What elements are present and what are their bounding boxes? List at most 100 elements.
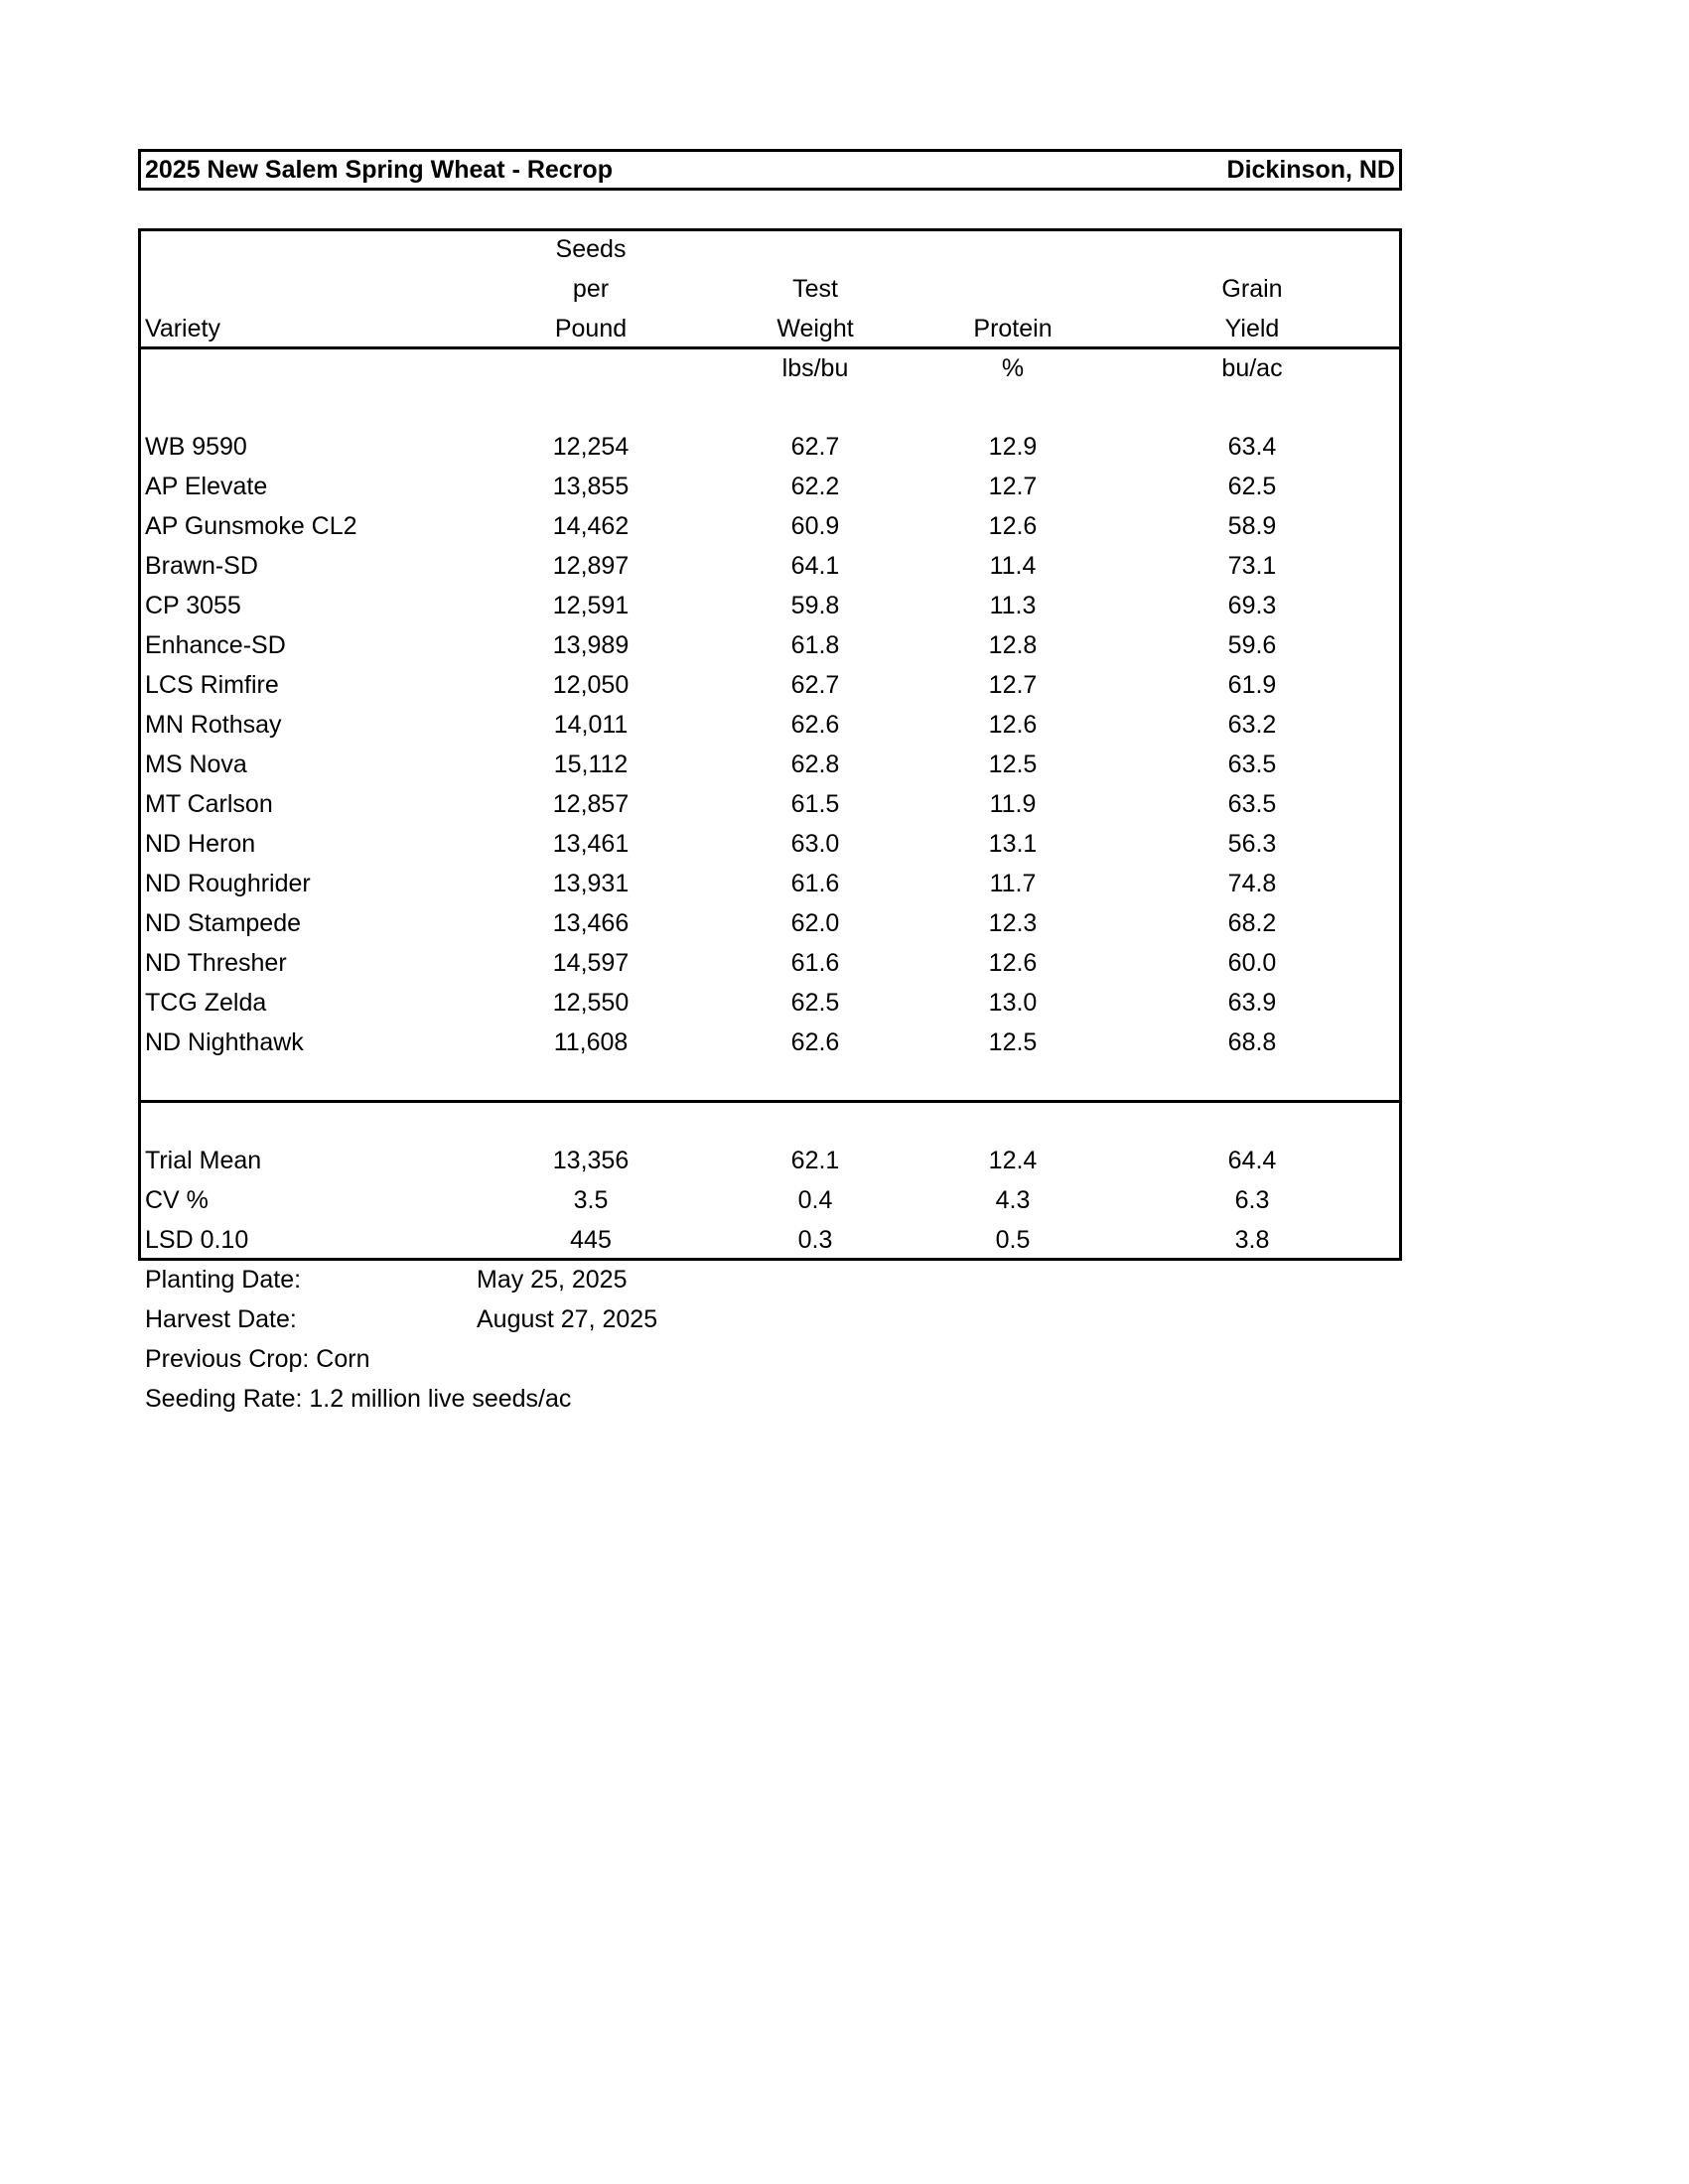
unit-yield: bu/ac — [1221, 354, 1283, 382]
cell-variety: Enhance-SD — [145, 631, 286, 659]
cell-protein: 13.0 — [988, 989, 1038, 1017]
cell-variety: AP Gunsmoke CL2 — [145, 512, 357, 540]
cell-protein: 11.4 — [989, 552, 1037, 580]
cell-variety: AP Elevate — [145, 473, 268, 500]
cell-test-weight: 59.8 — [790, 592, 840, 619]
cell-test-weight: 62.2 — [790, 473, 840, 500]
cell-variety: Trial Mean — [145, 1147, 262, 1174]
cell-protein: 12.7 — [988, 671, 1038, 699]
cell-test-weight: 62.1 — [790, 1147, 840, 1174]
cell-variety: Brawn-SD — [145, 552, 258, 580]
cell-protein: 12.5 — [988, 1028, 1038, 1056]
cell-test-weight: 62.6 — [790, 711, 840, 739]
cell-variety: ND Heron — [145, 830, 256, 858]
cell-seeds-per-pound: 12,050 — [552, 671, 630, 699]
cell-test-weight: 62.6 — [790, 1028, 840, 1056]
cell-protein: 12.7 — [988, 473, 1038, 500]
header-seeds-3: Pound — [554, 315, 628, 342]
cell-grain-yield: 63.4 — [1227, 433, 1277, 461]
cell-test-weight: 61.5 — [790, 790, 840, 818]
cell-test-weight: 62.7 — [790, 671, 840, 699]
cell-variety: LCS Rimfire — [145, 671, 279, 699]
cell-test-weight: 0.4 — [797, 1186, 833, 1214]
header-divider — [138, 346, 1402, 349]
cell-grain-yield: 63.5 — [1227, 751, 1277, 778]
cell-test-weight: 61.8 — [790, 631, 840, 659]
cell-test-weight: 61.6 — [790, 870, 840, 897]
cell-grain-yield: 63.2 — [1227, 711, 1277, 739]
header-yield-1: Grain — [1221, 275, 1283, 303]
cell-seeds-per-pound: 13,466 — [552, 909, 630, 937]
cell-protein: 0.5 — [995, 1226, 1031, 1254]
cell-test-weight: 62.7 — [790, 433, 840, 461]
cell-protein: 12.9 — [988, 433, 1038, 461]
cell-grain-yield: 61.9 — [1227, 671, 1277, 699]
cell-grain-yield: 56.3 — [1227, 830, 1277, 858]
cell-variety: ND Stampede — [145, 909, 302, 937]
cell-protein: 12.3 — [988, 909, 1038, 937]
cell-variety: WB 9590 — [145, 433, 247, 461]
cell-seeds-per-pound: 12,254 — [552, 433, 630, 461]
header-variety: Variety — [145, 315, 220, 342]
note-label: Seeding Rate: 1.2 million live seeds/ac — [145, 1385, 572, 1413]
note-value: August 27, 2025 — [477, 1305, 658, 1333]
report-location: Dickinson, ND — [1226, 156, 1395, 184]
note-label: Harvest Date: — [145, 1305, 297, 1333]
cell-variety: CV % — [145, 1186, 209, 1214]
cell-protein: 11.9 — [989, 790, 1037, 818]
cell-seeds-per-pound: 12,591 — [552, 592, 630, 619]
cell-grain-yield: 58.9 — [1227, 512, 1277, 540]
cell-seeds-per-pound: 445 — [570, 1226, 612, 1254]
header-yield-2: Yield — [1224, 315, 1280, 342]
cell-variety: MN Rothsay — [145, 711, 282, 739]
cell-protein: 13.1 — [988, 830, 1038, 858]
cell-variety: ND Roughrider — [145, 870, 311, 897]
cell-seeds-per-pound: 13,931 — [552, 870, 630, 897]
cell-test-weight: 61.6 — [790, 949, 840, 977]
cell-seeds-per-pound: 12,897 — [552, 552, 630, 580]
cell-variety: LSD 0.10 — [145, 1226, 249, 1254]
cell-protein: 12.6 — [988, 711, 1038, 739]
cell-test-weight: 62.8 — [790, 751, 840, 778]
cell-seeds-per-pound: 14,597 — [552, 949, 630, 977]
cell-variety: ND Thresher — [145, 949, 287, 977]
cell-variety: MS Nova — [145, 751, 247, 778]
cell-seeds-per-pound: 15,112 — [553, 751, 629, 778]
cell-grain-yield: 62.5 — [1227, 473, 1277, 500]
cell-grain-yield: 3.8 — [1234, 1226, 1270, 1254]
title-box — [138, 149, 1402, 191]
cell-grain-yield: 68.2 — [1227, 909, 1277, 937]
note-label: Previous Crop: Corn — [145, 1345, 370, 1373]
cell-test-weight: 63.0 — [790, 830, 840, 858]
cell-grain-yield: 63.9 — [1227, 989, 1277, 1017]
cell-grain-yield: 74.8 — [1227, 870, 1277, 897]
cell-protein: 11.7 — [989, 870, 1037, 897]
cell-seeds-per-pound: 14,462 — [552, 512, 630, 540]
cell-grain-yield: 63.5 — [1227, 790, 1277, 818]
cell-protein: 11.3 — [989, 592, 1037, 619]
cell-protein: 12.8 — [988, 631, 1038, 659]
cell-protein: 4.3 — [995, 1186, 1031, 1214]
cell-protein: 12.5 — [988, 751, 1038, 778]
cell-variety: CP 3055 — [145, 592, 241, 619]
cell-grain-yield: 59.6 — [1227, 631, 1277, 659]
cell-variety: TCG Zelda — [145, 989, 267, 1017]
cell-grain-yield: 64.4 — [1227, 1147, 1277, 1174]
note-value: May 25, 2025 — [477, 1266, 628, 1294]
cell-seeds-per-pound: 11,608 — [553, 1028, 629, 1056]
cell-variety: MT Carlson — [145, 790, 273, 818]
cell-grain-yield: 68.8 — [1227, 1028, 1277, 1056]
stats-divider — [138, 1100, 1402, 1103]
cell-grain-yield: 69.3 — [1227, 592, 1277, 619]
cell-seeds-per-pound: 3.5 — [573, 1186, 609, 1214]
cell-seeds-per-pound: 13,855 — [552, 473, 630, 500]
cell-seeds-per-pound: 14,011 — [553, 711, 629, 739]
cell-protein: 12.6 — [988, 949, 1038, 977]
results-table — [138, 228, 1402, 1261]
cell-grain-yield: 73.1 — [1227, 552, 1277, 580]
unit-protein: % — [1001, 354, 1025, 382]
report-title: 2025 New Salem Spring Wheat - Recrop — [145, 156, 613, 184]
cell-test-weight: 62.5 — [790, 989, 840, 1017]
header-test-weight-2: Weight — [776, 315, 854, 342]
